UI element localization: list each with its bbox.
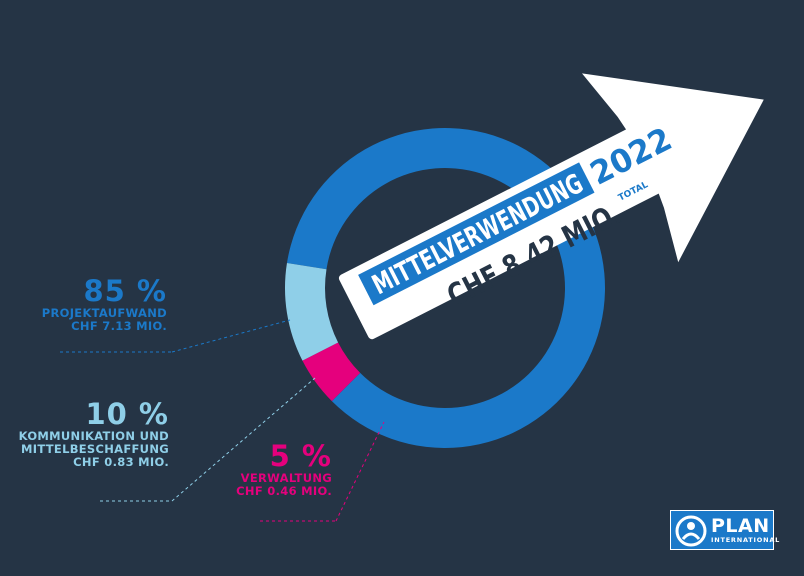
leader-line-verwaltung-diag <box>335 421 385 522</box>
leader-line-projekt-diag <box>171 319 291 353</box>
amount-kommunikation: CHF 0.83 MIO. <box>73 455 169 470</box>
label-verwaltung: 5 % VERWALTUNG CHF 0.46 MIO. <box>236 440 332 498</box>
plan-international-logo: PLAN INTERNATIONAL <box>670 510 779 550</box>
label-kommunikation: 10 % KOMMUNIKATION UND MITTELBESCHAFFUNG… <box>19 398 169 469</box>
desc-kommunikation-line2: MITTELBESCHAFFUNG <box>21 442 169 457</box>
amount-verwaltung: CHF 0.46 MIO. <box>236 484 332 499</box>
arrow-head <box>581 73 764 263</box>
plan-logo-icon <box>675 515 707 547</box>
percent-projekt: 85 % <box>83 274 167 308</box>
donut-slice-verwaltung <box>302 342 361 402</box>
desc-verwaltung-line1: VERWALTUNG <box>240 471 332 486</box>
amount-projekt: CHF 7.13 MIO. <box>71 319 167 334</box>
desc-projekt-line1: PROJEKTAUFWAND <box>41 306 167 321</box>
logo-wordmark: PLAN <box>711 515 770 537</box>
label-projekt: 85 % PROJEKTAUFWAND CHF 7.13 MIO. <box>42 275 167 333</box>
percent-verwaltung: 5 % <box>269 439 332 473</box>
donut-slice-kommunikation <box>285 262 339 361</box>
desc-kommunikation-line1: KOMMUNIKATION UND <box>18 429 169 444</box>
leader-line-kommunikation-diag <box>171 377 316 502</box>
percent-kommunikation: 10 % <box>85 397 169 431</box>
title-box <box>358 162 595 306</box>
logo-subtitle: INTERNATIONAL <box>711 536 781 544</box>
donut-chart <box>285 128 605 449</box>
